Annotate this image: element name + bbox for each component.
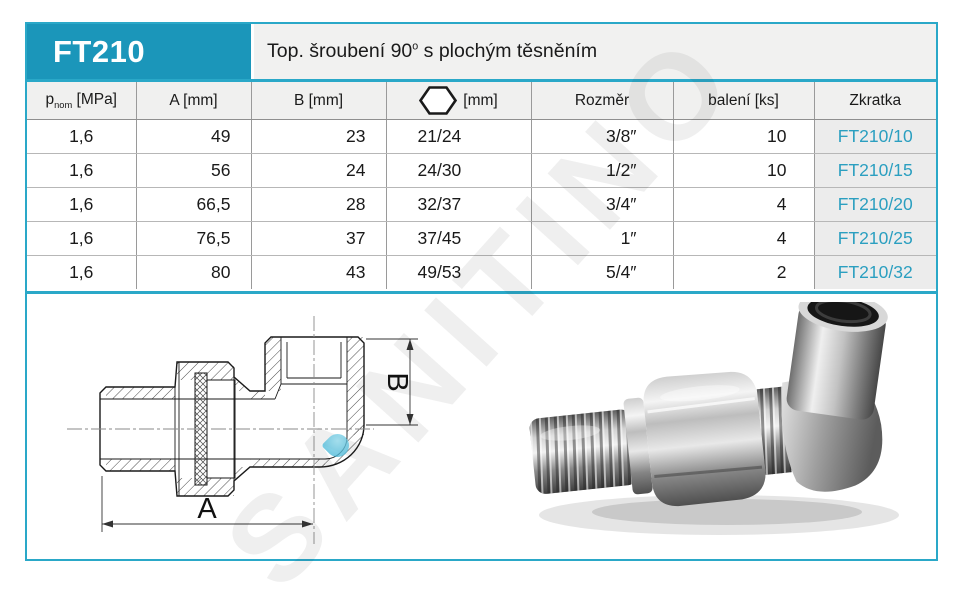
cell-a: 56: [135, 153, 251, 188]
cell-b: 43: [250, 255, 386, 289]
product-link[interactable]: FT210/25: [837, 228, 913, 248]
cell-baleni: 10: [672, 119, 814, 154]
cell-zkratka: FT210/15: [813, 153, 936, 188]
cell-hex: 49/53: [385, 255, 531, 289]
cell-rozmer: 3/8″: [530, 119, 673, 154]
fitting-inner-lines: [100, 337, 348, 496]
cell-zkratka: FT210/10: [813, 119, 936, 154]
cell-b: 23: [250, 119, 386, 154]
cell-pnom: 1,6: [27, 187, 136, 222]
cell-b: 24: [250, 153, 386, 188]
product-photo: [529, 302, 899, 535]
cell-zkratka: FT210/25: [813, 221, 936, 256]
product-link[interactable]: FT210/15: [837, 160, 913, 180]
col-header-baleni: balení [ks]: [672, 82, 814, 120]
product-code: FT210: [53, 33, 146, 69]
cell-pnom: 1,6: [69, 262, 94, 282]
header-band: FT210 Top. šroubení 90o s plochým těsněn…: [27, 24, 936, 82]
table-row: 1,6 56 24 24/30 1/2″ 10 FT210/15: [27, 153, 936, 188]
cell-baleni: 2: [672, 255, 814, 289]
cell-rozmer: 5/4″: [530, 255, 673, 289]
cell-rozmer: 1″: [530, 221, 673, 256]
cell-hex: 21/24: [385, 119, 531, 154]
col-header-a: A [mm]: [135, 82, 251, 120]
col-header-pnom: pnom [MPa]: [27, 82, 136, 120]
cell-hex: 32/37: [385, 187, 531, 222]
hex-unit-label: [mm]: [463, 91, 498, 109]
cell-b: 37: [250, 221, 386, 256]
photo-shadow: [539, 495, 899, 535]
cell-b: 28: [250, 187, 386, 222]
table-header-row: pnom [MPa] A [mm] B [mm] [mm] Rozměr bal…: [27, 82, 936, 120]
cell-pnom: 1,6: [27, 221, 136, 256]
cell-baleni: 10: [672, 153, 814, 188]
table-row: 1,6 66,5 28 32/37 3/4″ 4 FT210/20: [27, 187, 936, 222]
table-row: 1,6 49 23 21/24 3/8″ 10 FT210/10: [27, 119, 936, 154]
cell-rozmer: 3/4″: [530, 187, 673, 222]
cell-zkratka: FT210/32: [813, 255, 936, 289]
product-title-box: Top. šroubení 90o s plochým těsněním: [254, 24, 936, 79]
dimension-a: A: [101, 476, 313, 532]
col-header-zkratka: Zkratka: [813, 82, 936, 120]
cell-baleni: 4: [672, 187, 814, 222]
bottom-panel: A B: [27, 294, 936, 559]
cell-a: 66,5: [135, 187, 251, 222]
cell-zkratka: FT210/20: [813, 187, 936, 222]
table-row: 1,6 80 43 49/53 5/4″ 2 FT210/32: [27, 255, 936, 289]
dimension-b: B: [366, 338, 418, 426]
spec-table: pnom [MPa] A [mm] B [mm] [mm] Rozměr bal…: [27, 82, 936, 289]
cell-baleni: 4: [672, 221, 814, 256]
dimension-a-label: A: [197, 493, 217, 525]
cell-a: 80: [135, 255, 251, 289]
dimension-b-label: B: [381, 372, 413, 391]
col-header-hex: [mm]: [385, 82, 531, 120]
centerlines: [67, 316, 374, 544]
product-title: Top. šroubení 90o s plochým těsněním: [267, 40, 598, 62]
fitting-outline: [99, 336, 365, 497]
table-row: 1,6 76,5 37 37/45 1″ 4 FT210/25: [27, 221, 936, 256]
section-hatching: [106, 337, 364, 496]
photo-male-thread: [529, 409, 638, 494]
cell-pnom: 1,6: [27, 119, 136, 154]
photo-union-nut: [643, 371, 766, 507]
product-link[interactable]: FT210/32: [837, 262, 913, 282]
hexagon-icon: [419, 86, 458, 115]
product-code-box: FT210: [27, 24, 251, 79]
cell-a: 49: [135, 119, 251, 154]
cell-pnom: 1,6: [27, 153, 136, 188]
table-bottom-rule: [27, 291, 936, 294]
datasheet: FT210 Top. šroubení 90o s plochým těsněn…: [25, 5, 938, 613]
cell-a: 76,5: [135, 221, 251, 256]
product-link[interactable]: FT210/20: [837, 194, 913, 214]
cell-hex: 24/30: [385, 153, 531, 188]
cell-rozmer: 1/2″: [530, 153, 673, 188]
photo-female-socket: [786, 302, 888, 420]
photo-collar: [623, 397, 653, 495]
product-link[interactable]: FT210/10: [837, 126, 913, 146]
band-divider: [251, 24, 254, 79]
technical-drawing: A B: [67, 316, 418, 544]
col-header-rozmer: Rozměr: [530, 82, 673, 120]
cell-hex: 37/45: [385, 221, 531, 256]
col-header-b: B [mm]: [250, 82, 386, 120]
